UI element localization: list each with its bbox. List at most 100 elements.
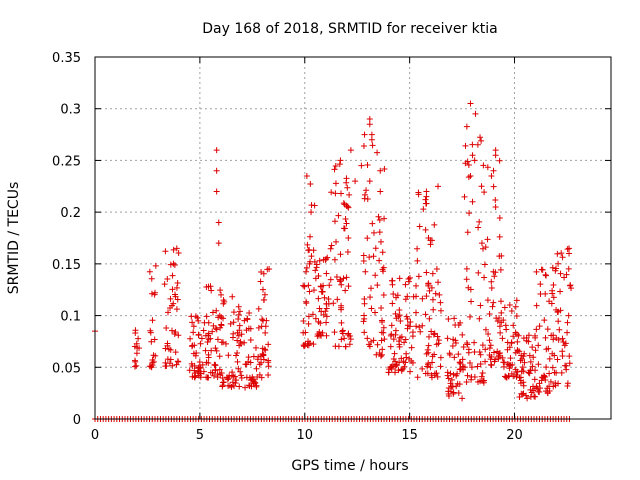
data-point	[197, 340, 204, 347]
data-point	[381, 165, 388, 172]
data-point	[540, 372, 547, 379]
data-point	[235, 303, 242, 310]
data-point	[405, 275, 412, 282]
data-point	[484, 164, 491, 171]
data-point	[567, 282, 574, 289]
data-point	[389, 277, 396, 284]
data-point	[542, 271, 549, 278]
data-point	[164, 340, 171, 347]
data-point	[343, 274, 350, 281]
x-tick-label: 15	[401, 428, 418, 443]
data-point	[566, 353, 573, 360]
data-point	[490, 268, 497, 275]
data-point	[413, 309, 420, 316]
data-point	[521, 359, 528, 366]
data-point	[486, 337, 493, 344]
data-point	[526, 352, 533, 359]
x-tick-label: 10	[296, 428, 313, 443]
data-point	[484, 236, 491, 243]
data-point	[189, 319, 196, 326]
data-point	[465, 162, 472, 169]
data-point	[170, 246, 177, 253]
data-point	[376, 257, 383, 264]
data-point	[486, 345, 493, 352]
data-point	[529, 344, 536, 351]
data-point	[132, 329, 139, 336]
data-point	[506, 344, 513, 351]
data-point	[487, 342, 494, 349]
data-point	[218, 369, 225, 376]
data-point	[559, 348, 566, 355]
data-point	[558, 369, 565, 376]
data-point	[495, 355, 502, 362]
data-point	[332, 180, 339, 187]
data-point	[557, 270, 564, 277]
data-point	[133, 350, 140, 357]
data-point	[549, 287, 556, 294]
data-point	[162, 248, 169, 255]
data-point	[460, 343, 467, 350]
data-point	[564, 382, 571, 389]
data-point	[213, 326, 220, 333]
data-point	[257, 278, 264, 285]
data-point	[172, 349, 179, 356]
data-point	[389, 300, 396, 307]
data-point	[563, 271, 570, 278]
data-point	[216, 353, 223, 360]
data-point	[196, 365, 203, 372]
data-point	[514, 338, 521, 345]
data-point	[168, 302, 175, 309]
data-point	[536, 380, 543, 387]
data-point	[436, 291, 443, 298]
data-point	[448, 383, 455, 390]
data-point	[331, 218, 338, 225]
data-point	[255, 305, 262, 312]
data-point	[416, 324, 423, 331]
data-point	[510, 322, 517, 329]
data-point	[537, 385, 544, 392]
data-point	[466, 360, 473, 367]
data-point	[373, 351, 380, 358]
data-point	[326, 282, 333, 289]
data-point	[379, 346, 386, 353]
data-point	[555, 260, 562, 267]
data-point	[149, 317, 156, 324]
data-point	[360, 258, 367, 265]
data-point	[217, 287, 224, 294]
data-point	[319, 329, 326, 336]
data-point	[365, 341, 372, 348]
data-point	[512, 349, 519, 356]
data-point	[367, 294, 374, 301]
data-point	[370, 337, 377, 344]
data-point	[254, 374, 261, 381]
data-point	[338, 281, 345, 288]
data-point	[435, 279, 442, 286]
data-point	[253, 382, 260, 389]
data-point	[242, 384, 249, 391]
data-point	[497, 329, 504, 336]
data-point	[496, 157, 503, 164]
data-point	[320, 311, 327, 318]
data-point	[490, 167, 497, 174]
data-point	[501, 304, 508, 311]
data-point	[342, 343, 349, 350]
data-point	[345, 330, 352, 337]
data-point	[397, 318, 404, 325]
data-point	[504, 339, 511, 346]
data-point	[345, 283, 352, 290]
data-point	[543, 272, 550, 279]
data-point	[498, 309, 505, 316]
data-point	[529, 363, 536, 370]
data-point	[423, 269, 430, 276]
data-point	[235, 316, 242, 323]
data-point	[241, 339, 248, 346]
data-point	[259, 286, 266, 293]
data-point	[413, 293, 420, 300]
data-point	[516, 348, 523, 355]
data-point	[309, 311, 316, 318]
data-point	[363, 187, 370, 194]
data-point	[372, 309, 379, 316]
data-point	[404, 316, 411, 323]
data-point	[510, 333, 517, 340]
data-point	[258, 323, 265, 330]
